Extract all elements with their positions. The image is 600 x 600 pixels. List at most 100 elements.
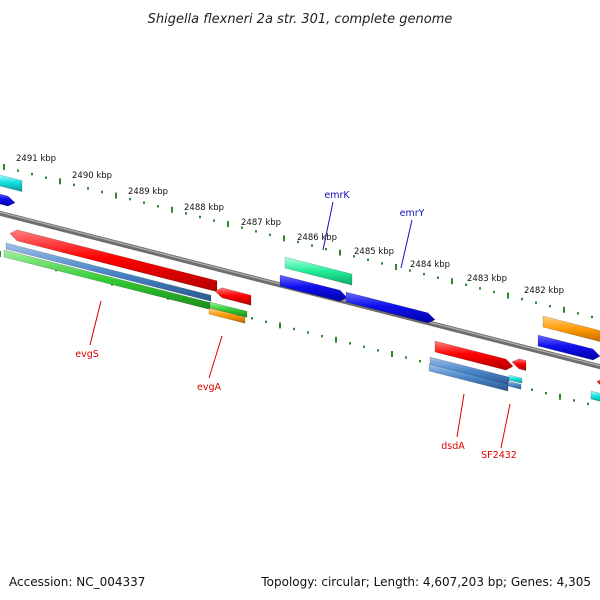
feature-cyan-SF2432 — [508, 374, 523, 384]
genome-summary-label: Topology: circular; Length: 4,607,203 bp… — [260, 575, 591, 589]
feature-cyan-right-edge — [590, 390, 600, 402]
ruler-upper-tick — [241, 226, 243, 229]
callout-line-evgs — [89, 300, 102, 346]
callout-line-dsda — [456, 393, 465, 438]
feature-blue-edge — [0, 193, 16, 207]
ruler-upper-tick — [129, 197, 131, 201]
ruler-lower-tick — [587, 402, 589, 406]
ruler-upper-tick — [409, 269, 411, 272]
ruler-lower-tick — [391, 351, 393, 357]
accession-label: Accession: NC_004337 — [9, 575, 145, 589]
gene-label-evga[interactable]: evgA — [197, 382, 221, 393]
ruler-upper-tick — [59, 178, 61, 185]
kbp-label: 2488 kbp — [184, 203, 224, 213]
kbp-label: 2489 kbp — [128, 187, 168, 197]
kbp-label: 2485 kbp — [354, 247, 394, 257]
feature-steel-SF2432 — [507, 380, 522, 390]
feature-blue-right-edge — [537, 334, 600, 361]
ruler-lower-tick — [279, 322, 281, 329]
ruler-lower-tick — [307, 331, 309, 334]
ruler-lower-tick — [349, 342, 351, 345]
ruler-upper-tick — [521, 297, 523, 301]
feature-red-right-edge — [596, 379, 600, 386]
ruler-upper-tick — [143, 201, 145, 204]
gene-label-evgs[interactable]: evgS — [75, 349, 99, 360]
ruler-upper-tick — [325, 247, 327, 251]
ruler-lower-tick — [363, 345, 365, 348]
ruler-lower-tick — [265, 320, 267, 323]
ruler-upper-tick — [213, 219, 215, 222]
feature-steel-evgS — [5, 242, 212, 302]
kbp-label: 2482 kbp — [524, 286, 564, 296]
callout-line-emry — [400, 219, 413, 269]
kbp-label: 2486 kbp — [297, 233, 337, 243]
gene-label-sf2432[interactable]: SF2432 — [481, 450, 517, 461]
feature-steel-dsdA-2 — [428, 363, 509, 392]
ruler-lower-tick — [419, 359, 421, 363]
ruler-lower-tick — [573, 399, 575, 402]
feature-orange-edge — [542, 315, 600, 342]
ruler-upper-tick — [563, 306, 565, 313]
ruler-upper-tick — [297, 240, 299, 244]
ruler-upper-tick — [381, 262, 383, 265]
ruler-upper-tick — [339, 249, 341, 256]
ruler-lower-tick — [545, 392, 547, 395]
map-title: Shigella flexneri 2a str. 301, complete … — [148, 12, 453, 27]
ruler-upper-tick — [171, 206, 173, 213]
gene-label-emrk[interactable]: emrK — [324, 190, 350, 201]
ruler-upper-tick — [465, 283, 467, 286]
ruler-lower-tick — [321, 334, 323, 338]
callout-line-emrk — [322, 201, 334, 251]
ruler-upper-track — [3, 164, 593, 319]
ruler-upper-tick — [227, 221, 229, 228]
kbp-label: 2490 kbp — [72, 171, 112, 181]
ruler-upper-tick — [185, 212, 187, 215]
ruler-upper-tick — [17, 169, 19, 172]
ruler-upper-tick — [507, 292, 509, 299]
ruler-lower-tick — [377, 349, 379, 352]
ruler-upper-tick — [367, 258, 369, 261]
ruler-lower-tick — [405, 356, 407, 359]
ruler-lower-tick — [251, 317, 253, 320]
ruler-upper-tick — [283, 235, 285, 242]
ruler-upper-tick — [423, 272, 425, 276]
gene-label-emry[interactable]: emrY — [400, 208, 425, 219]
feature-evgA — [214, 287, 252, 306]
ruler-lower-tick — [293, 327, 295, 331]
kbp-labels: 2491 kbp 2490 kbp 2489 kbp 2488 kbp 2487 kbp… — [16, 154, 564, 296]
ruler-lower-tick — [335, 336, 337, 343]
gene-callouts: evgS evgA emrK emrY dsdA SF2432 — [75, 190, 517, 461]
ruler-upper-tick — [479, 287, 481, 290]
kbp-label: 2487 kbp — [241, 218, 281, 228]
feature-SF2432 — [511, 358, 527, 371]
ruler-upper-tick — [101, 190, 103, 194]
ruler-upper-tick — [45, 176, 47, 179]
gene-label-dsda[interactable]: dsdA — [441, 441, 465, 452]
feature-emrK-blue — [279, 274, 348, 302]
ruler-lower-tick — [559, 393, 561, 400]
ruler-upper-tick — [199, 215, 201, 219]
ruler-upper-tick — [535, 301, 537, 304]
ruler-upper-tick — [31, 172, 33, 176]
ruler-upper-tick — [493, 290, 495, 294]
callout-line-evga — [208, 335, 223, 379]
ruler-upper-tick — [3, 164, 5, 170]
ruler-upper-tick — [115, 192, 117, 199]
ruler-upper-tick — [549, 305, 551, 308]
ruler-upper-tick — [451, 278, 453, 285]
ruler-upper-tick — [73, 183, 75, 187]
feature-emrY — [345, 291, 436, 324]
ruler-upper-tick — [395, 264, 397, 270]
callout-line-sf2432 — [500, 403, 511, 449]
feature-emrK — [284, 256, 353, 286]
ruler-upper-tick — [157, 205, 159, 208]
ruler-upper-tick — [269, 233, 271, 236]
feature-cyan-edge — [0, 174, 23, 192]
kbp-label: 2483 kbp — [467, 274, 507, 284]
feature-green-evgA — [209, 301, 248, 318]
kbp-label: 2491 kbp — [16, 154, 56, 164]
feature-evgS — [9, 229, 218, 293]
feature-orange-evgA — [208, 307, 246, 324]
